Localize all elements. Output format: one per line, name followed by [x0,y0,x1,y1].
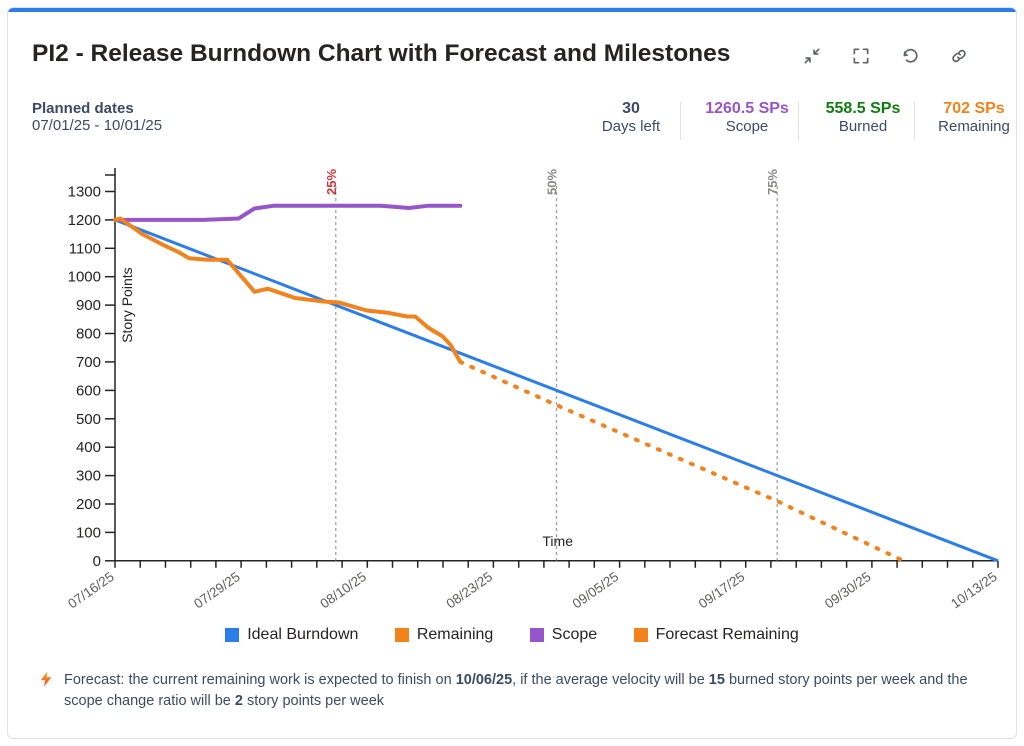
svg-text:900: 900 [76,297,101,314]
svg-text:1100: 1100 [69,240,101,257]
svg-text:800: 800 [76,326,101,343]
svg-text:Time: Time [542,533,573,549]
svg-text:07/16/25: 07/16/25 [65,569,117,611]
svg-text:Story Points: Story Points [119,267,135,342]
svg-text:08/23/25: 08/23/25 [443,569,495,611]
svg-text:1200: 1200 [68,212,101,229]
svg-text:600: 600 [76,382,101,399]
svg-text:0: 0 [93,553,101,570]
svg-text:09/30/25: 09/30/25 [822,569,874,611]
svg-text:100: 100 [76,524,101,541]
svg-text:50%: 50% [545,169,560,195]
svg-text:200: 200 [76,496,101,513]
svg-text:1300: 1300 [68,184,101,201]
svg-text:10/13/25: 10/13/25 [948,569,1000,611]
svg-text:09/17/25: 09/17/25 [696,569,748,611]
svg-text:1000: 1000 [68,269,101,286]
svg-text:07/29/25: 07/29/25 [191,569,243,611]
svg-text:75%: 75% [765,169,780,195]
svg-text:500: 500 [76,411,101,428]
svg-text:300: 300 [76,468,101,485]
svg-text:25%: 25% [324,169,339,195]
svg-text:08/10/25: 08/10/25 [317,569,369,611]
svg-text:400: 400 [76,439,101,456]
svg-text:700: 700 [76,354,101,371]
svg-text:09/05/25: 09/05/25 [570,569,622,611]
